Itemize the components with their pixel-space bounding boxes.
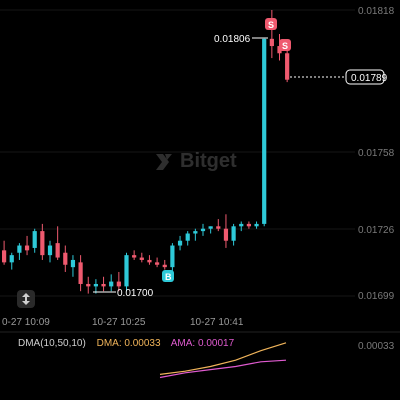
candle-down	[132, 255, 137, 258]
candle-down	[63, 252, 68, 265]
indicator-name: DMA(10,50,10)	[18, 338, 86, 349]
expand-chart-button[interactable]	[17, 290, 35, 308]
candle-down	[40, 231, 45, 256]
chart-grid	[0, 9, 400, 333]
price-tick-1: 0.01758	[358, 148, 395, 159]
sell-marker-bg	[279, 39, 291, 51]
candle-down	[269, 38, 274, 47]
candle-up	[17, 245, 22, 253]
sell-marker-bg	[265, 18, 277, 30]
ama-line	[159, 359, 287, 379]
current-price-indicator: 0.01789	[290, 69, 388, 85]
candle-up	[231, 226, 236, 241]
indicator-ama-value: AMA: 0.00017	[170, 338, 235, 349]
candle-down	[285, 53, 290, 80]
price-tick-0: 0.01818	[358, 6, 395, 17]
sell-marker-1[interactable]: S	[265, 18, 277, 30]
candle-down	[139, 257, 144, 260]
bitget-watermark: Bitget	[154, 150, 237, 173]
candle-up	[193, 231, 198, 234]
price-tick-3: 0.01699	[358, 291, 395, 302]
candle-down	[86, 283, 91, 287]
candle-up	[9, 255, 14, 263]
candle-down	[147, 259, 152, 263]
buy-marker-text: B	[165, 272, 172, 282]
candle-up	[47, 245, 53, 256]
candle-down	[24, 245, 30, 251]
indicator-tick: 0.00033	[358, 341, 395, 352]
watermark-text: Bitget	[180, 150, 237, 172]
time-tick-1: 10-27 10:25	[92, 317, 146, 328]
time-tick-0: 0-27 10:09	[2, 317, 50, 328]
buy-marker[interactable]: B	[162, 270, 174, 282]
candle-up	[262, 38, 267, 224]
candle-up	[185, 233, 190, 241]
indicator-series	[159, 342, 287, 379]
time-axis: 0-27 10:09 10-27 10:25 10-27 10:41	[2, 317, 244, 328]
candle-up	[109, 281, 114, 287]
indicator-dma-value: DMA: 0.00033	[96, 338, 161, 349]
buy-marker-bg	[162, 270, 174, 282]
current-price-badge	[345, 69, 385, 85]
candle-up	[170, 245, 175, 268]
sell-marker-text: S	[282, 41, 288, 51]
low-annotation: 0.01700	[93, 288, 154, 299]
candle-down	[223, 228, 229, 241]
candle-down	[155, 262, 160, 265]
sell-marker-text: S	[268, 20, 274, 30]
candle-down	[55, 243, 60, 258]
candle-up	[32, 231, 37, 248]
candle-down	[1, 250, 7, 263]
dma-line	[159, 342, 287, 375]
candle-down	[216, 226, 221, 229]
candle-up	[254, 223, 259, 227]
price-axis: 0.01818 0.01758 0.01726 0.01699 0.00033	[358, 6, 395, 352]
low-price-label: 0.01700	[117, 288, 154, 299]
candle-up	[239, 223, 244, 227]
high-annotation: 0.01806	[214, 34, 268, 45]
candle-up	[124, 255, 129, 287]
candle-down	[101, 283, 106, 287]
time-tick-2: 10-27 10:41	[190, 317, 244, 328]
bitget-logo-icon	[156, 153, 172, 170]
candle-up	[93, 283, 98, 287]
candle-up	[177, 240, 183, 246]
high-price-label: 0.01806	[214, 34, 251, 45]
candle-down	[116, 281, 121, 287]
candlestick-series	[1, 10, 290, 294]
candle-down	[78, 262, 83, 284]
candle-up	[70, 259, 76, 268]
price-tick-2: 0.01726	[358, 225, 395, 236]
expand-vertical-icon	[22, 293, 30, 305]
candle-down	[162, 264, 167, 268]
candle-down	[246, 223, 251, 227]
current-price-value: 0.01789	[351, 73, 388, 84]
sell-marker-2[interactable]: S	[279, 39, 291, 51]
candle-up	[200, 228, 206, 232]
indicator-legend[interactable]: DMA(10,50,10) DMA: 0.00033 AMA: 0.00017	[18, 338, 242, 349]
candle-up	[208, 226, 213, 229]
